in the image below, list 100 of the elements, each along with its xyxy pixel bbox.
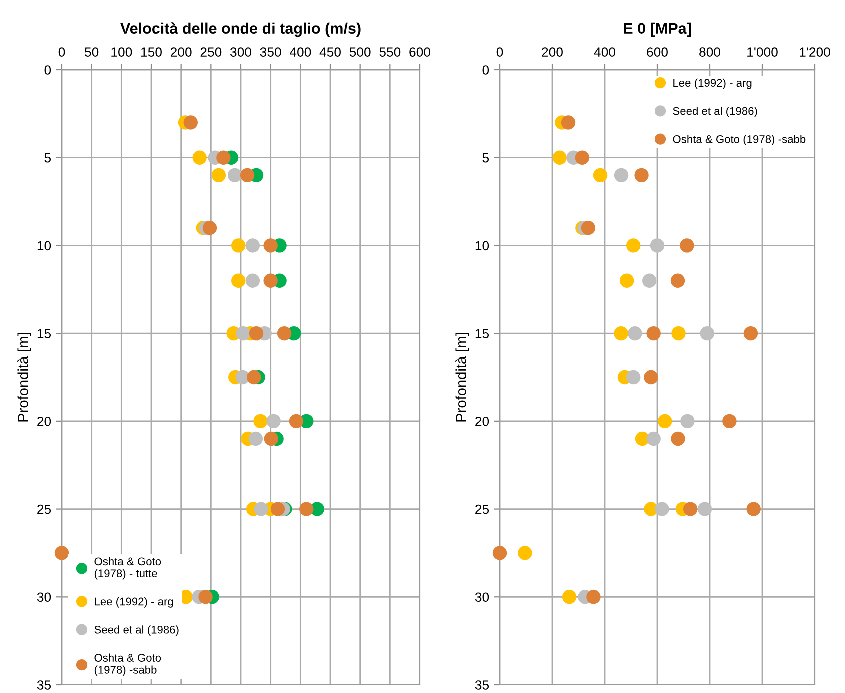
- y-tick-label: 10: [38, 241, 52, 251]
- point: [650, 238, 665, 253]
- point: [700, 326, 714, 341]
- point: [246, 274, 260, 288]
- point: [626, 238, 641, 253]
- point: [642, 274, 657, 288]
- point: [249, 326, 264, 341]
- point: [628, 326, 642, 341]
- y-tick-label: 35: [37, 680, 52, 690]
- x-tick-label: 0: [496, 48, 504, 57]
- y-tick-label: 15: [38, 329, 52, 338]
- point: [634, 168, 649, 183]
- x-tick-label: 600: [410, 48, 430, 57]
- legend-label: Seed et al (1986): [94, 626, 179, 636]
- chart-title: Velocità delle onde di taglio (m/s): [120, 22, 361, 38]
- x-tick-label: 500: [350, 48, 371, 57]
- y-axis-title: Profondità [m]: [18, 333, 32, 422]
- point: [670, 274, 686, 288]
- point: [680, 414, 695, 429]
- point: [593, 168, 608, 183]
- y-tick-label: 25: [38, 504, 52, 514]
- point: [236, 326, 250, 341]
- point: [635, 432, 650, 446]
- legend-label: Seed et al (1986): [673, 107, 758, 118]
- legend-label: Oshta & Goto (1978) - tutte: [94, 557, 162, 580]
- y-axis-title: Profondità [m]: [456, 333, 470, 422]
- point: [746, 502, 761, 516]
- point: [581, 221, 596, 236]
- point: [614, 326, 628, 341]
- x-tick-label: 200: [170, 48, 192, 57]
- y-tick-label: 35: [475, 680, 490, 690]
- point: [552, 150, 567, 165]
- legend-label: Lee (1992) - arg: [674, 78, 752, 90]
- legend-label: Oshta & Goto (1978) -sabb: [94, 654, 162, 676]
- y-tick-label: 0: [44, 66, 52, 75]
- x-tick-label: 400: [594, 48, 616, 57]
- point: [236, 370, 250, 385]
- point: [492, 546, 508, 560]
- point: [614, 168, 629, 183]
- x-tick-label: 450: [320, 48, 341, 57]
- point: [626, 370, 641, 385]
- point: [54, 546, 70, 560]
- point: [744, 326, 758, 341]
- point: [300, 502, 314, 516]
- x-tick-label: 600: [647, 48, 668, 57]
- point: [254, 502, 268, 516]
- y-tick-label: 5: [482, 154, 490, 163]
- point: [192, 150, 207, 165]
- point: [248, 432, 264, 446]
- y-tick-label: 15: [476, 329, 490, 338]
- point: [232, 238, 246, 253]
- x-tick-label: 50: [85, 48, 99, 57]
- point: [254, 414, 268, 429]
- y-tick-label: 10: [476, 241, 490, 251]
- point: [228, 168, 242, 183]
- y-tick-label: 20: [476, 416, 490, 426]
- point: [216, 150, 231, 165]
- y-tick-label: 25: [476, 504, 490, 514]
- point: [266, 414, 281, 429]
- x-tick-label: 250: [200, 48, 222, 57]
- x-tick-label: 200: [542, 48, 563, 57]
- y-tick-label: 20: [38, 416, 52, 426]
- point: [518, 546, 532, 560]
- point: [683, 502, 698, 516]
- point: [722, 414, 737, 429]
- point: [277, 326, 292, 341]
- point: [270, 502, 286, 516]
- point: [672, 326, 686, 341]
- point: [586, 590, 601, 604]
- legend-label: Lee (1992) - arg: [95, 598, 174, 608]
- point: [202, 221, 218, 236]
- point: [184, 116, 198, 130]
- y-tick-label: 30: [37, 592, 52, 602]
- point: [620, 274, 634, 288]
- x-tick-label: 150: [142, 48, 162, 57]
- x-tick-label: 100: [112, 48, 132, 57]
- legend-label: Oshta & Goto (1978) -sabb: [673, 135, 806, 146]
- point: [289, 414, 304, 429]
- point: [561, 116, 576, 130]
- point: [575, 150, 590, 165]
- point: [658, 414, 672, 429]
- point: [264, 274, 278, 288]
- y-tick-label: 5: [44, 154, 52, 163]
- point: [246, 238, 260, 253]
- point: [671, 432, 686, 446]
- y-tick-label: 0: [482, 66, 490, 75]
- point: [264, 238, 278, 253]
- x-tick-label: 1'200: [800, 48, 830, 57]
- x-tick-label: 400: [290, 48, 312, 57]
- point: [232, 274, 246, 288]
- chart-title: E 0 [MPa]: [624, 22, 692, 38]
- point: [644, 370, 658, 385]
- x-tick-label: 0: [58, 48, 66, 57]
- point: [264, 432, 279, 446]
- point: [212, 168, 226, 183]
- point: [655, 502, 670, 516]
- point: [698, 502, 712, 516]
- point: [680, 238, 694, 253]
- point: [247, 370, 262, 385]
- x-tick-label: 350: [260, 48, 282, 57]
